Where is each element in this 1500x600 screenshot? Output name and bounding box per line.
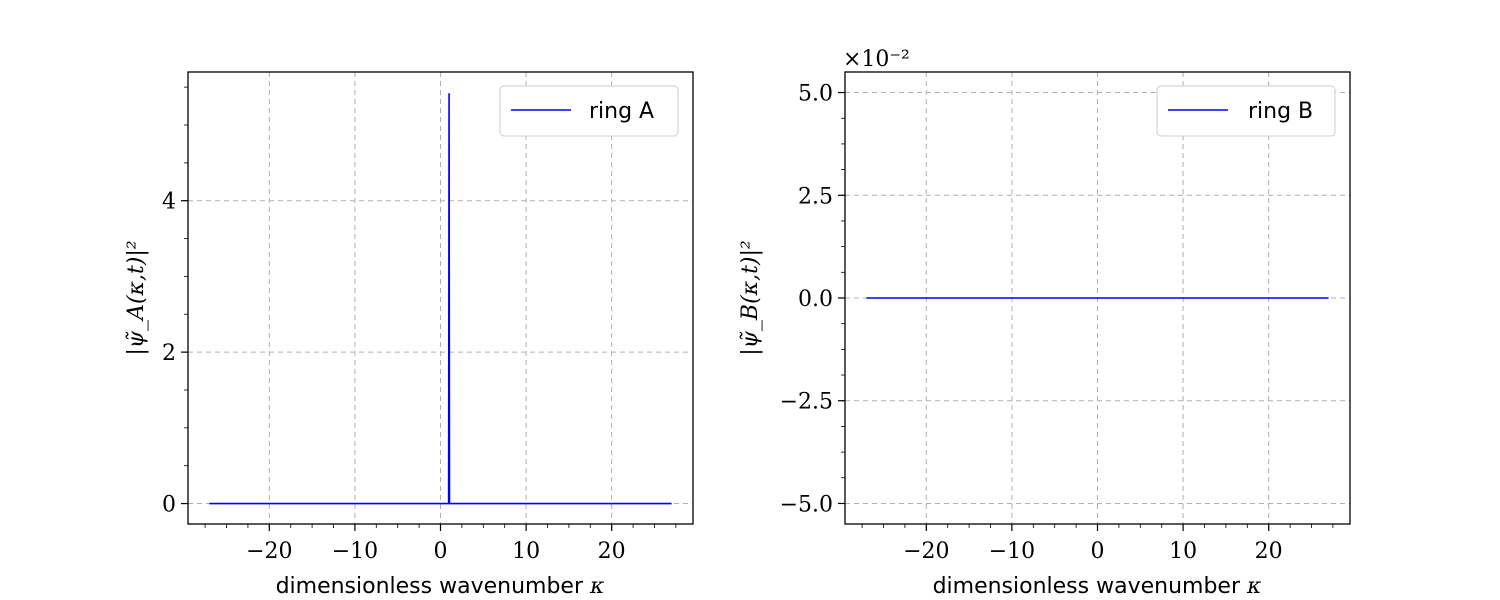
panel-ring-a: −20 −10 0 10 20 0 2 4 ring A dimensionless wave…: [124, 71, 694, 599]
x-tick-label: 20: [598, 539, 626, 564]
x-axis-label-symbol: κ: [1246, 574, 1262, 599]
y-tick-label: 0: [162, 493, 176, 518]
series-line-ring-a: [209, 93, 672, 505]
y-tick-label: 2: [162, 341, 176, 366]
x-tick-label: −10: [332, 539, 378, 564]
x-tick-label: 10: [512, 539, 540, 564]
x-tick-label: 0: [434, 539, 448, 564]
y-tick-label: 5.0: [798, 82, 833, 107]
y-axis-label-ring-a: |ψ̃_A(κ,t)|²: [124, 240, 149, 355]
grid-ring-a: [188, 72, 693, 524]
legend-label-ring-b: ring B: [1248, 99, 1313, 124]
legend-ring-a: ring A: [499, 85, 679, 137]
x-axis-label-text: dimensionless wavenumber: [933, 574, 1241, 599]
panel-ring-b: −20 −10 0 10 20 −5.0 −2.5 0.0 2.5 5.0 ring B ×10⁻…: [738, 47, 1351, 599]
y-offset-text-ring-b: ×10⁻²: [843, 47, 910, 72]
y-axis-label-ring-b: |ψ̃_B(κ,t)|²: [738, 240, 763, 356]
legend-label-ring-a: ring A: [589, 99, 654, 124]
legend-box: [1156, 85, 1336, 137]
y-tick-label: 4: [162, 190, 176, 215]
y-tick-label: 2.5: [798, 184, 833, 209]
ticks-ring-b: −20 −10 0 10 20 −5.0 −2.5 0.0 2.5 5.0: [780, 82, 1334, 564]
y-tick-label: 0.0: [798, 287, 833, 312]
x-axis-label-symbol: κ: [589, 574, 605, 599]
legend-ring-b: ring B: [1156, 85, 1336, 137]
y-tick-label: −5.0: [780, 492, 833, 517]
x-axis-label-text: dimensionless wavenumber: [276, 574, 584, 599]
x-tick-label: 20: [1255, 539, 1283, 564]
legend-box: [499, 85, 679, 137]
x-tick-label: 0: [1091, 539, 1105, 564]
y-tick-label: −2.5: [780, 390, 833, 415]
ticks-ring-a: −20 −10 0 10 20 0 2 4: [162, 86, 677, 564]
x-tick-label: −10: [989, 539, 1035, 564]
x-axis-label-ring-a: dimensionless wavenumber κ: [276, 574, 605, 599]
x-tick-label: −20: [246, 539, 292, 564]
x-tick-label: 10: [1169, 539, 1197, 564]
x-tick-label: −20: [903, 539, 949, 564]
x-axis-label-ring-b: dimensionless wavenumber κ: [933, 574, 1262, 599]
series-layer-ring-a: [209, 93, 672, 505]
